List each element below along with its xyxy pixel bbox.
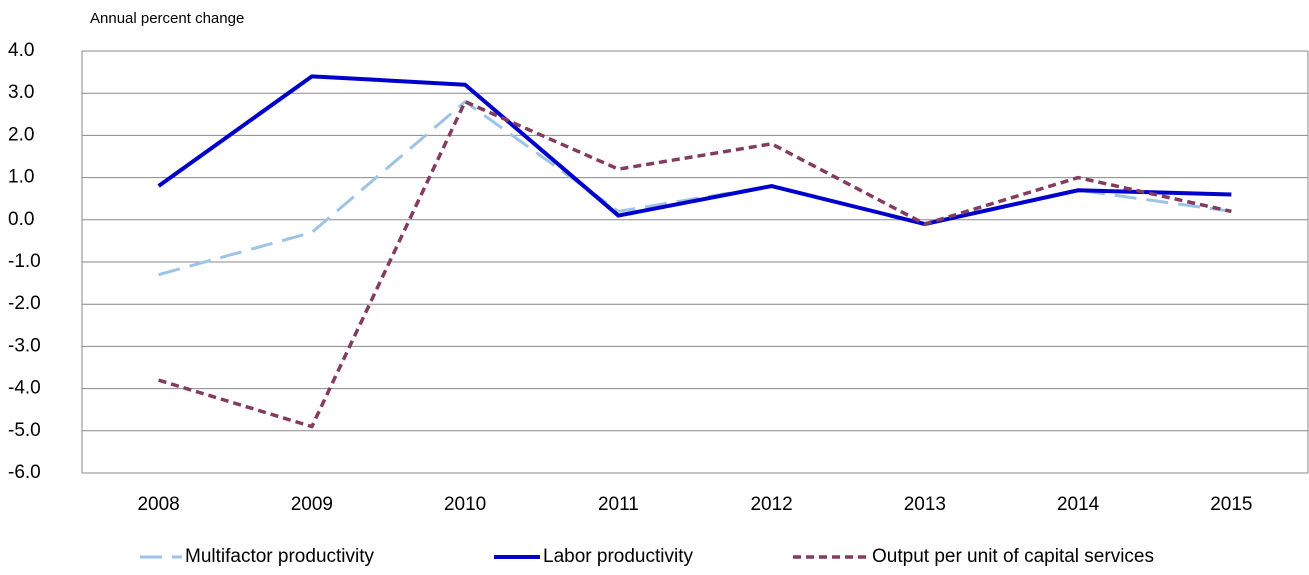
legend-label: Multifactor productivity	[185, 546, 375, 567]
x-tick-label: 2015	[1210, 494, 1252, 515]
x-tick-label: 2009	[291, 494, 333, 515]
legend-label: Output per unit of capital services	[872, 546, 1154, 567]
series-line	[158, 100, 1232, 277]
y-tick-label: 2.0	[8, 124, 34, 145]
x-tick-label: 2012	[750, 494, 792, 515]
x-tick-label: 2013	[904, 494, 946, 515]
y-tick-label: 4.0	[8, 40, 34, 61]
y-tick-label: -3.0	[8, 335, 41, 356]
y-tick-label: 3.0	[8, 82, 34, 103]
series-line	[158, 99, 1232, 429]
y-tick-label: -1.0	[8, 251, 41, 272]
x-tick-label: 2008	[137, 494, 179, 515]
y-tick-label: -4.0	[8, 378, 41, 399]
legend-label: Labor productivity	[543, 546, 693, 567]
y-tick-label: -5.0	[8, 420, 41, 441]
series-line	[157, 74, 1232, 227]
y-tick-label: -6.0	[8, 462, 41, 483]
x-tick-label: 2011	[598, 494, 639, 515]
y-tick-label: -2.0	[8, 293, 41, 314]
x-tick-label: 2010	[444, 494, 486, 515]
y-tick-label: 1.0	[8, 167, 34, 188]
y-tick-label: 0.0	[8, 209, 34, 230]
chart-title: Annual percent change	[90, 10, 244, 27]
x-tick-label: 2014	[1057, 494, 1100, 515]
